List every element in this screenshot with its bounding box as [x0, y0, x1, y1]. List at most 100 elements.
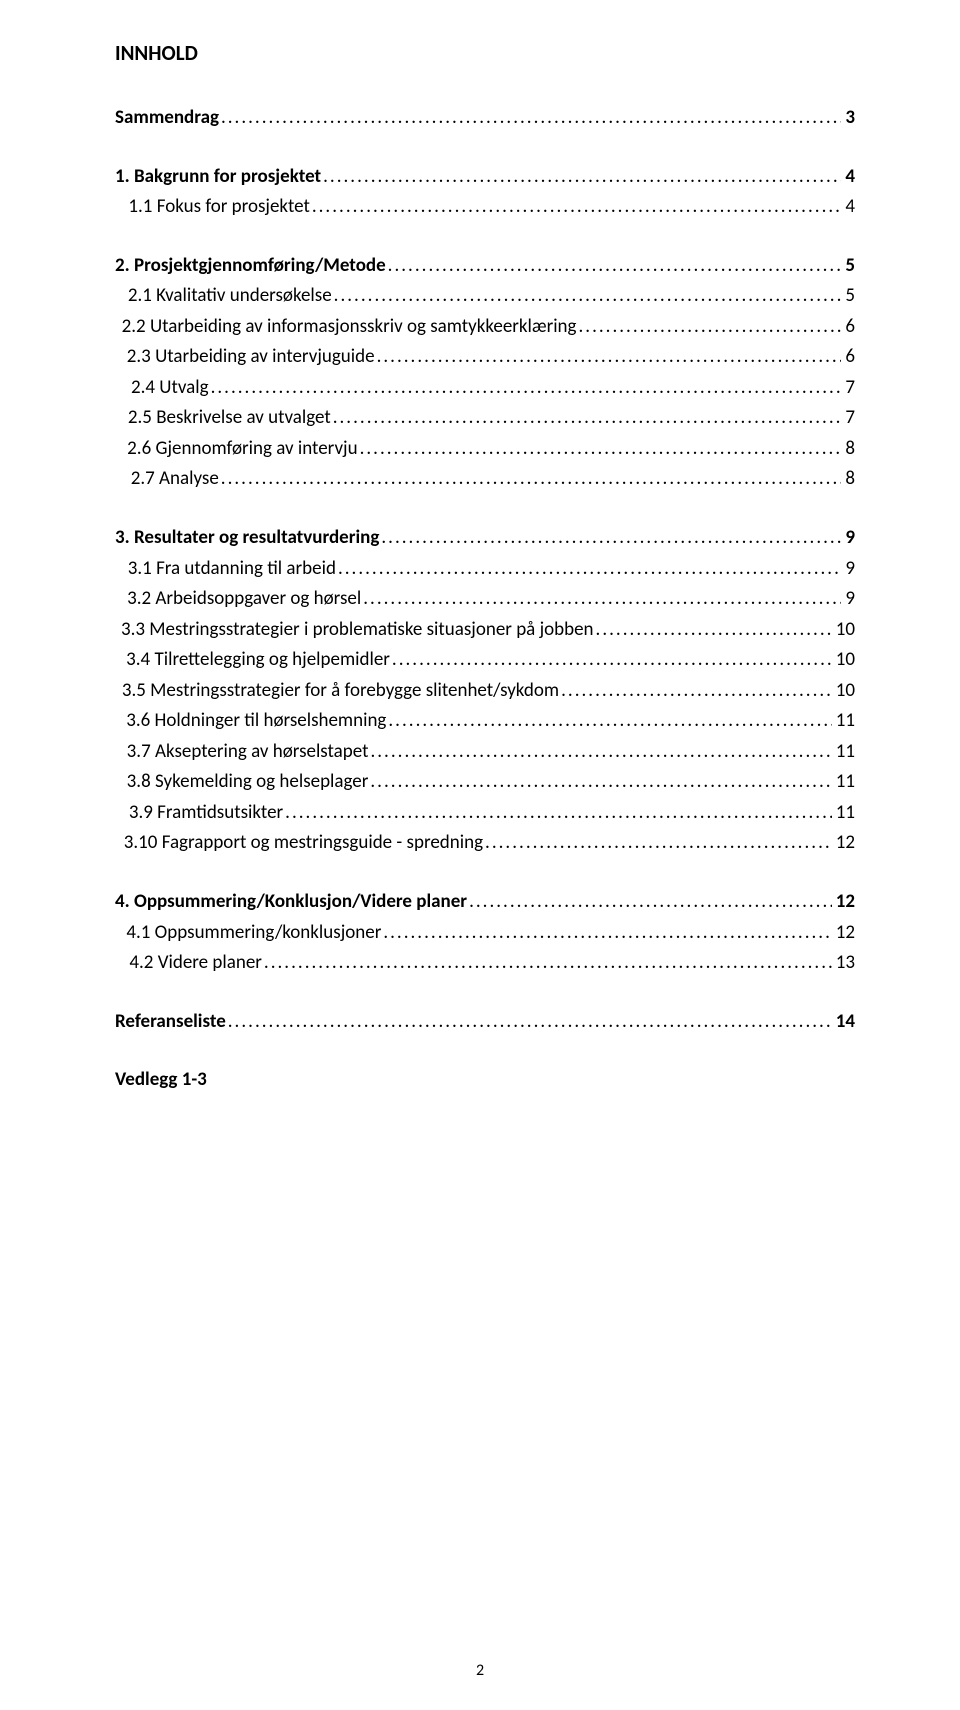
toc-leader — [386, 252, 842, 280]
toc-entry-page: 8 — [841, 435, 855, 463]
toc-entry-label: 3.5 Mestringsstrategier for å forebygge … — [122, 677, 559, 705]
document-page: INNHOLD Sammendrag3 1. Bakgrunn for prosj… — [0, 0, 960, 1710]
toc-entry-label: 4. Oppsummering/Konklusjon/Videre planer — [115, 888, 467, 916]
toc-entry-label: 3.2 Arbeidsoppgaver og hørsel — [127, 585, 361, 613]
toc-entry-label: 3.4 Tilrettelegging og hjelpemidler — [126, 646, 390, 674]
toc-entry-page: 4 — [841, 163, 855, 191]
toc-entry-page: 12 — [832, 888, 855, 916]
toc-entry-label: 2.2 Utarbeiding av informasjonsskriv og … — [122, 313, 577, 341]
toc-entry: 1. Bakgrunn for prosjektet 4 — [115, 163, 855, 191]
toc-entry-page: 6 — [841, 343, 855, 371]
toc-entry-label: 2.3 Utarbeiding av intervjuguide — [127, 343, 375, 371]
toc-entry: 2.7 Analyse 8 — [115, 465, 855, 493]
toc-leader — [576, 313, 841, 341]
toc-entry-label: 2.6 Gjennomføring av intervju — [127, 435, 357, 463]
toc-entry: Vedlegg 1-3 — [115, 1066, 855, 1094]
section-gap — [115, 1038, 855, 1066]
toc-entry-label: 3.8 Sykemelding og helseplager — [127, 768, 369, 796]
toc-list: Sammendrag31. Bakgrunn for prosjektet41.… — [115, 104, 855, 1094]
toc-entry: 2.1 Kvalitativ undersøkelse 5 — [115, 282, 855, 310]
toc-entry-page: 9 — [841, 555, 855, 583]
toc-entry-label: 1. Bakgrunn for prosjektet — [115, 163, 321, 191]
toc-entry-label: 1.1 Fokus for prosjektet — [128, 193, 309, 221]
page-number: 2 — [0, 1661, 960, 1680]
toc-entry-label: 3.6 Holdninger til hørselshemning — [126, 707, 386, 735]
toc-entry: 2.4 Utvalg 7 — [115, 374, 855, 402]
toc-entry-label: 3. Resultater og resultatvurdering — [115, 524, 379, 552]
toc-entry: 1.1 Fokus for prosjektet 4 — [115, 193, 855, 221]
toc-entry: 2.3 Utarbeiding av intervjuguide 6 — [115, 343, 855, 371]
toc-entry: 3.9 Framtidsutsikter11 — [115, 799, 855, 827]
toc-entry: Sammendrag3 — [115, 104, 855, 132]
toc-leader — [262, 949, 832, 977]
section-gap — [115, 496, 855, 524]
toc-entry: 2.2 Utarbeiding av informasjonsskriv og … — [115, 313, 855, 341]
toc-leader — [310, 193, 842, 221]
toc-entry: 3.3 Mestringsstrategier i problematiske … — [115, 616, 855, 644]
toc-entry-page: 14 — [832, 1008, 855, 1036]
toc-title: INNHOLD — [115, 40, 855, 66]
toc-entry-page: 3 — [841, 104, 855, 132]
toc-leader — [321, 163, 841, 191]
toc-leader — [467, 888, 832, 916]
toc-entry-page: 10 — [832, 646, 855, 674]
toc-entry: 2.6 Gjennomføring av intervju 8 — [115, 435, 855, 463]
toc-entry-page: 8 — [841, 465, 855, 493]
toc-entry: 2.5 Beskrivelse av utvalget 7 — [115, 404, 855, 432]
toc-entry-page: 9 — [841, 585, 855, 613]
toc-entry-label: 2. Prosjektgjennomføring/Metode — [115, 252, 386, 280]
toc-entry: 3.6 Holdninger til hørselshemning 11 — [115, 707, 855, 735]
toc-leader — [390, 646, 832, 674]
toc-entry-page: 7 — [841, 374, 855, 402]
toc-entry-label: 2.4 Utvalg — [131, 374, 209, 402]
toc-entry: 3.1 Fra utdanning til arbeid9 — [115, 555, 855, 583]
toc-entry: 3.7 Akseptering av hørselstapet 11 — [115, 738, 855, 766]
toc-leader — [209, 374, 842, 402]
toc-leader — [331, 404, 842, 432]
toc-entry: 4.2 Videre planer 13 — [115, 949, 855, 977]
toc-leader — [368, 738, 831, 766]
section-gap — [115, 135, 855, 163]
toc-entry-label: 2.7 Analyse — [131, 465, 219, 493]
toc-entry-page: 5 — [841, 282, 855, 310]
toc-entry-label: 2.5 Beskrivelse av utvalget — [128, 404, 331, 432]
section-gap — [115, 980, 855, 1008]
toc-entry: 4.1 Oppsummering/konklusjoner12 — [115, 919, 855, 947]
toc-entry: 3.8 Sykemelding og helseplager 11 — [115, 768, 855, 796]
toc-entry-label: 3.10 Fagrapport og mestringsguide - spre… — [124, 829, 483, 857]
toc-leader — [283, 799, 832, 827]
toc-entry: 3. Resultater og resultatvurdering 9 — [115, 524, 855, 552]
toc-entry: 4. Oppsummering/Konklusjon/Videre planer… — [115, 888, 855, 916]
toc-leader — [381, 919, 831, 947]
toc-entry-page: 11 — [832, 768, 855, 796]
toc-entry-label: 3.9 Framtidsutsikter — [129, 799, 283, 827]
toc-entry-page: 4 — [841, 193, 855, 221]
toc-entry-page: 9 — [841, 524, 855, 552]
toc-leader — [386, 707, 831, 735]
toc-entry-page: 7 — [841, 404, 855, 432]
toc-leader — [483, 829, 832, 857]
toc-leader — [358, 435, 842, 463]
toc-entry-label: Referanseliste — [115, 1008, 226, 1036]
toc-entry-page: 13 — [832, 949, 855, 977]
toc-leader — [559, 677, 832, 705]
section-gap — [115, 860, 855, 888]
toc-leader — [219, 104, 841, 132]
toc-entry-page: 5 — [841, 252, 855, 280]
toc-entry-label: 4.2 Videre planer — [129, 949, 262, 977]
toc-entry-page: 11 — [832, 738, 855, 766]
toc-entry-page: 11 — [832, 707, 855, 735]
toc-leader — [379, 524, 841, 552]
toc-entry: Referanseliste 14 — [115, 1008, 855, 1036]
toc-entry: 3.2 Arbeidsoppgaver og hørsel 9 — [115, 585, 855, 613]
toc-leader — [361, 585, 841, 613]
toc-leader — [332, 282, 842, 310]
toc-entry-label: 3.7 Akseptering av hørselstapet — [127, 738, 369, 766]
toc-entry: 3.4 Tilrettelegging og hjelpemidler 10 — [115, 646, 855, 674]
toc-leader — [336, 555, 841, 583]
toc-leader — [375, 343, 842, 371]
toc-leader — [368, 768, 831, 796]
toc-entry-label: Vedlegg 1-3 — [115, 1066, 207, 1094]
toc-entry-label: 2.1 Kvalitativ undersøkelse — [128, 282, 332, 310]
toc-entry-label: 3.3 Mestringsstrategier i problematiske … — [121, 616, 594, 644]
